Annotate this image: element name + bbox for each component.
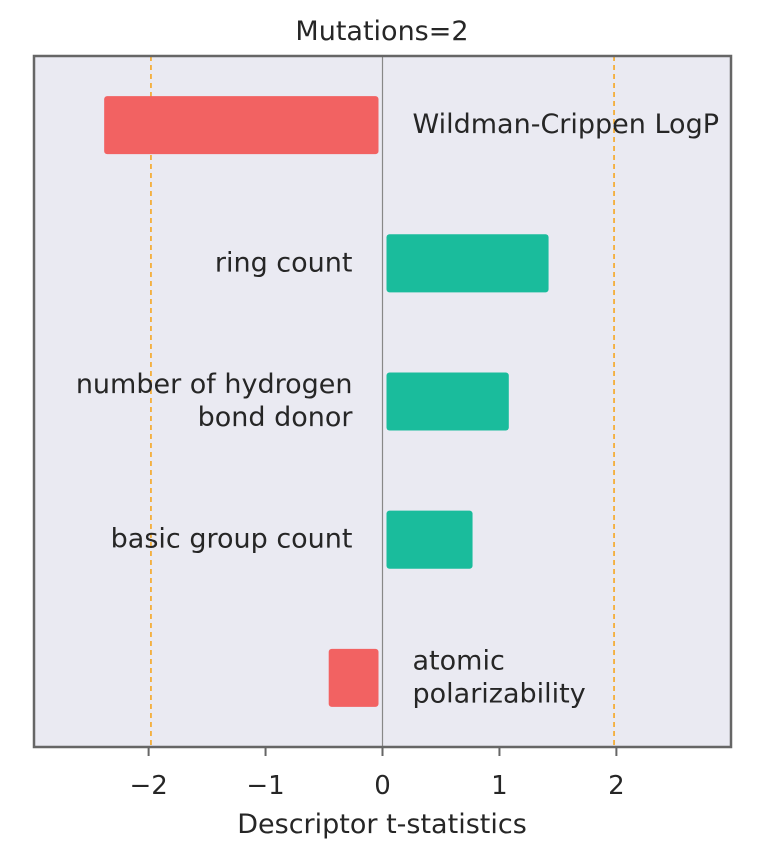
- category-label-line: atomic: [413, 645, 505, 676]
- threshold-lines: [150, 56, 615, 747]
- x-tick-label: 1: [491, 771, 508, 801]
- category-label: number of hydrogen bond donor: [76, 369, 354, 433]
- category-label-line: basic group count: [111, 523, 353, 554]
- category-label-line: ring count: [215, 247, 353, 278]
- bar: [104, 96, 379, 155]
- x-tick-label: −2: [129, 771, 167, 801]
- category-label: atomic polarizability: [413, 645, 586, 709]
- category-label-line: bond donor: [198, 402, 354, 433]
- category-label: Wildman-Crippen LogP: [413, 109, 720, 140]
- category-label-line: polarizability: [413, 678, 586, 709]
- x-axis-label: Descriptor t-statistics: [237, 809, 527, 840]
- category-label: ring count: [215, 247, 353, 278]
- category-label: basic group count: [111, 523, 353, 554]
- x-axis-ticks: −2 −1 0 1 2: [129, 747, 625, 801]
- x-tick-label: 2: [608, 771, 625, 801]
- x-tick-label: 0: [374, 771, 391, 801]
- chart-title: Mutations=2: [295, 16, 468, 47]
- bar: [386, 234, 549, 293]
- category-labels: Wildman-Crippen LogP ring count number of …: [76, 109, 719, 709]
- bars-group: [104, 96, 549, 707]
- bar: [328, 648, 379, 707]
- category-label-line: number of hydrogen: [76, 369, 353, 400]
- x-tick-label: −1: [246, 771, 284, 801]
- bar: [386, 372, 509, 431]
- bar: [386, 510, 473, 569]
- category-label-line: Wildman-Crippen LogP: [413, 109, 720, 140]
